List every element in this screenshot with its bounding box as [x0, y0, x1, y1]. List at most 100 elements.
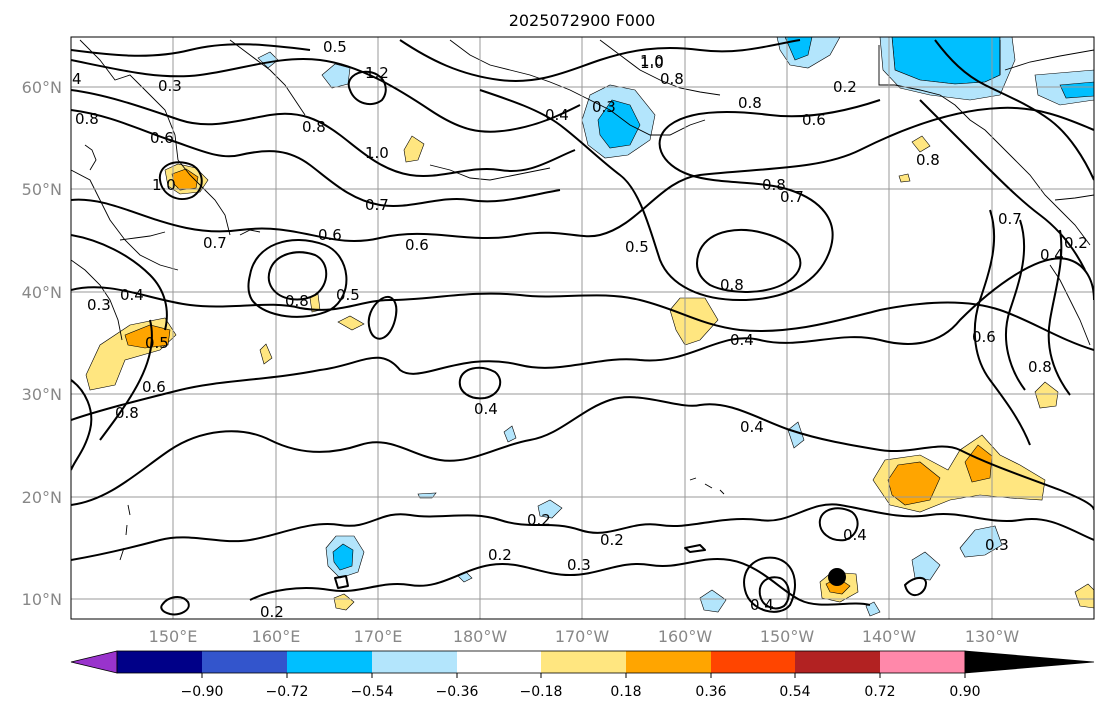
contour-label: 0.3	[87, 296, 111, 314]
colorbar-tick-label: 0.72	[864, 684, 895, 700]
colorbar-segment	[117, 651, 202, 673]
lat-label: 20°N	[22, 488, 62, 507]
contour-label: 0.8	[720, 276, 744, 294]
colorbar-tick-label: 0.36	[695, 684, 726, 700]
contour-label: 0.3	[985, 536, 1009, 554]
latitude-labels: 60°N 50°N 40°N 30°N 20°N 10°N	[22, 78, 62, 609]
contour-label: 4	[72, 70, 82, 88]
colorbar-segment	[626, 651, 711, 673]
lon-label: 170°W	[555, 627, 610, 646]
colorbar-tick-label: −0.18	[520, 684, 563, 700]
contour-label: 0.2	[600, 531, 624, 549]
colorbar-labels: −0.90 −0.72 −0.54 −0.36 −0.18 0.18 0.36 …	[181, 684, 981, 700]
lat-label: 40°N	[22, 283, 62, 302]
colorbar-segment	[711, 651, 795, 673]
contour-label: 0.4	[474, 400, 498, 418]
colorbar-segment-underflow	[70, 650, 118, 674]
colorbar-segment	[202, 651, 287, 673]
contour-label: 0.7	[780, 188, 804, 206]
contour-label: 0.5	[323, 38, 347, 56]
colorbar-segment	[457, 651, 541, 673]
colorbar-segment	[880, 651, 965, 673]
contour-label: 0.4	[1040, 246, 1064, 264]
contour-label: 0.8	[1028, 358, 1052, 376]
contour-label: 0.6	[150, 129, 174, 147]
contour-label: 0.8	[916, 151, 940, 169]
contour-label: 0.2	[833, 78, 857, 96]
contour-label: 0.4	[843, 526, 867, 544]
contour-label: 0.8	[738, 94, 762, 112]
contour-label: 0.4	[545, 106, 569, 124]
lon-label: 180°W	[453, 627, 508, 646]
contour-label: 0.8	[660, 70, 684, 88]
map-title: 2025072900 F000	[509, 11, 656, 30]
colorbar-segment	[541, 651, 626, 673]
lat-label: 60°N	[22, 78, 62, 97]
contour-label: 0.8	[285, 292, 309, 310]
lon-label: 170°E	[354, 627, 403, 646]
storm-center-marker	[828, 568, 846, 586]
colorbar-segment	[287, 651, 372, 673]
contour-label: 0.3	[158, 77, 182, 95]
contour-label: 0.5	[336, 286, 360, 304]
colorbar-tick-label: −0.72	[266, 684, 309, 700]
colorbar-tick-label: −0.90	[181, 684, 224, 700]
colorbar-segment	[372, 651, 457, 673]
colorbar-tick-label: −0.54	[351, 684, 394, 700]
colorbar-segment-overflow	[964, 650, 1095, 674]
longitude-labels: 150°E 160°E 170°E 180°W 170°W 160°W 150°…	[149, 627, 1020, 646]
contour-label: 0.5	[625, 238, 649, 256]
contour-lines	[71, 39, 1094, 616]
lon-label: 160°E	[252, 627, 301, 646]
colorbar-ticks	[201, 673, 966, 678]
contour-label: 1.2	[365, 64, 389, 82]
colorbar-tick-label: 0.90	[949, 684, 980, 700]
contour-label: 0.8	[75, 110, 99, 128]
contour-label: 0.4	[730, 331, 754, 349]
lon-label: 160°W	[658, 627, 713, 646]
contour-label: 0.6	[802, 111, 826, 129]
gridlines	[71, 37, 1094, 619]
map-frame	[70, 36, 1095, 620]
lon-label: 150°W	[760, 627, 815, 646]
colorbar: −0.90 −0.72 −0.54 −0.36 −0.18 0.18 0.36 …	[70, 650, 1095, 700]
contour-label: 0.4	[750, 596, 774, 614]
colorbar-tick-label: −0.36	[436, 684, 479, 700]
lon-label: 150°E	[149, 627, 198, 646]
lat-label: 10°N	[22, 590, 62, 609]
contour-label: 0.6	[405, 236, 429, 254]
contour-label: 1.0	[152, 176, 176, 194]
contour-label: 0.6	[318, 226, 342, 244]
contour-label: 0.2	[1064, 234, 1088, 252]
contour-label: 1.0	[640, 52, 664, 70]
contour-label: 0.4	[740, 418, 764, 436]
contour-label: 0.7	[365, 196, 389, 214]
lat-label: 30°N	[22, 385, 62, 404]
contour-label: 0.8	[762, 176, 786, 194]
contour-label: 0.2	[260, 603, 284, 621]
contour-label: 0.2	[527, 511, 551, 529]
contour-label: 0.3	[592, 98, 616, 116]
contour-label: 1.0	[365, 144, 389, 162]
colorbar-segment	[795, 651, 880, 673]
contour-label: 0.8	[302, 118, 326, 136]
contour-label: 0.7	[203, 234, 227, 252]
colorbar-tick-label: 0.54	[779, 684, 810, 700]
map-area: 0.5 1.2 0.3 0.4 0.3 0.8 1.0 0.8 0.2 0.6 …	[71, 37, 1094, 621]
lat-label: 50°N	[22, 180, 62, 199]
contour-label: 0.3	[567, 556, 591, 574]
contour-label: 0.5	[145, 334, 169, 352]
contour-label: 0.4	[120, 286, 144, 304]
contour-label: 0.6	[142, 378, 166, 396]
colorbar-tick-label: 0.18	[610, 684, 641, 700]
lon-label: 140°W	[862, 627, 917, 646]
lon-label: 130°W	[965, 627, 1020, 646]
contour-label: 0.2	[488, 546, 512, 564]
contour-label: 0.6	[972, 328, 996, 346]
contour-label: 0.7	[998, 210, 1022, 228]
contour-label: 0.8	[115, 404, 139, 422]
positive-anomaly-patches	[85, 135, 1094, 611]
contour-label: 1.0	[640, 54, 664, 72]
contour-labels: 0.5 1.2 0.3 0.4 0.3 0.8 1.0 0.8 0.2 0.6 …	[72, 38, 1088, 621]
